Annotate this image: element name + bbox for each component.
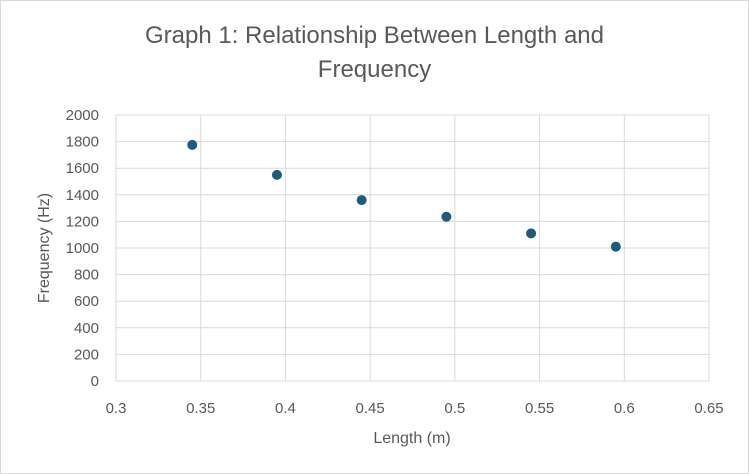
gridlines: [115, 114, 710, 382]
x-tick-label: 0.5: [444, 400, 465, 417]
x-axis-title: Length (m): [373, 430, 450, 447]
x-tick-label: 0.65: [694, 400, 723, 417]
y-tick-label: 2000: [66, 107, 99, 124]
x-tick-label: 0.4: [275, 400, 296, 417]
data-point: [356, 195, 367, 206]
data-points: [187, 139, 621, 252]
data-point: [441, 211, 452, 222]
y-tick-label: 1400: [66, 187, 99, 204]
x-tick-label: 0.35: [186, 400, 215, 417]
y-tick-label: 200: [74, 346, 99, 363]
y-tick-label: 1200: [66, 213, 99, 230]
chart-title-line-1: Graph 1: Relationship Between Length and: [145, 22, 604, 49]
y-tick-label: 0: [91, 373, 99, 390]
x-tick-label: 0.45: [356, 400, 385, 417]
x-tick-label: 0.3: [106, 400, 127, 417]
y-tick-label: 400: [74, 320, 99, 337]
x-tick-label: 0.6: [614, 400, 635, 417]
data-point: [271, 169, 282, 180]
y-tick-label: 1600: [66, 160, 99, 177]
data-point: [526, 228, 537, 239]
y-tick-label: 600: [74, 293, 99, 310]
y-axis-title: Frequency (Hz): [36, 193, 53, 303]
chart-title: Graph 1: Relationship Between Length and…: [1, 19, 748, 87]
chart-title-line-2: Frequency: [317, 56, 432, 83]
x-tick-label: 0.55: [525, 400, 554, 417]
tick-labels: 0 200 400 600 800 1000 1200 1400 1600 1800 2000 0.3…: [66, 107, 724, 417]
y-tick-label: 1000: [66, 240, 99, 257]
data-point: [187, 139, 198, 150]
y-tick-label: 800: [74, 267, 99, 284]
data-point: [610, 241, 621, 252]
y-tick-label: 1800: [66, 134, 99, 151]
